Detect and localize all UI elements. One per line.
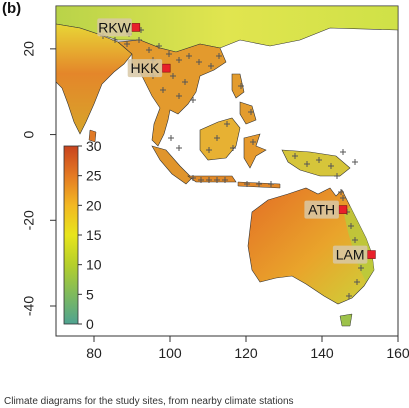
colorbar-tick-label: 15 <box>86 227 102 243</box>
x-tick-label: 120 <box>234 345 258 361</box>
site-marker <box>161 63 171 73</box>
panel-label: (b) <box>2 0 22 17</box>
colorbar-tick-label: 30 <box>86 138 102 154</box>
site-marker <box>367 250 376 259</box>
y-tick-label: 20 <box>21 41 37 57</box>
colorbar-tick-label: 20 <box>86 197 102 213</box>
site-label: HKK <box>131 60 160 76</box>
site-label: RKW <box>98 19 131 35</box>
site-marker <box>131 23 141 32</box>
x-tick-label: 80 <box>86 345 102 361</box>
y-tick-label: -20 <box>21 210 37 230</box>
site-label-bg <box>332 245 368 264</box>
site-label-bg <box>97 18 132 37</box>
x-tick-label: 140 <box>310 345 334 361</box>
y-tick-label: 0 <box>21 130 37 138</box>
site-label-bg <box>127 59 163 78</box>
colorbar-tick-label: 10 <box>86 257 102 273</box>
landmass-india <box>56 23 133 135</box>
figure-caption: Climate diagrams for the study sites, fr… <box>4 396 294 407</box>
site-marker <box>338 205 348 214</box>
x-tick-label: 100 <box>158 345 182 361</box>
y-tick-label: -40 <box>21 296 37 316</box>
site-label-bg <box>304 200 339 219</box>
site-label: LAM <box>336 247 365 263</box>
y-axis: 20 0 -20 -40 <box>21 41 56 316</box>
site-markers: RKW HKK ATH LAM <box>97 18 376 264</box>
temperature-colorbar: 30 25 20 15 10 5 0 <box>63 138 102 332</box>
landmass-java <box>187 175 237 183</box>
colorbar-tick-label: 5 <box>86 286 94 302</box>
site-label: ATH <box>308 202 335 218</box>
x-tick-label: 160 <box>386 345 409 361</box>
landmass-sri-lanka <box>88 129 97 143</box>
landmass-tasmania <box>339 313 353 327</box>
colorbar-tick-label: 25 <box>86 168 102 184</box>
colorbar-tick-label: 0 <box>86 316 94 332</box>
colorbar-ramp <box>63 145 79 325</box>
landmass-sumatra <box>151 145 193 185</box>
x-axis: 80 100 120 140 160 <box>86 336 409 361</box>
landmass-sulawesi <box>243 133 267 169</box>
